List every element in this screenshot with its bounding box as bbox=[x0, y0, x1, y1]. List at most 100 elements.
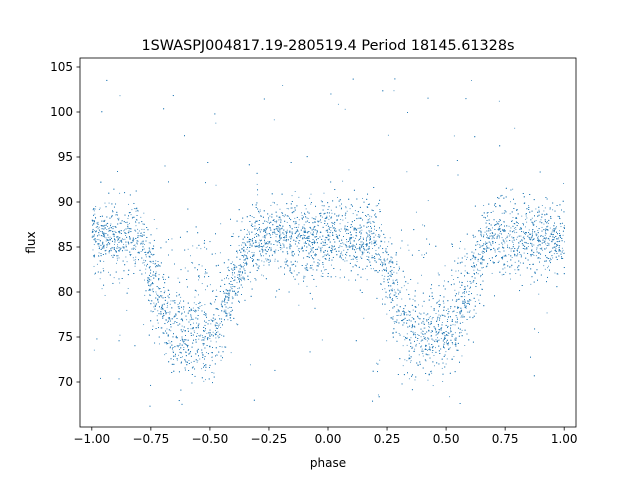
scatter-point bbox=[345, 217, 347, 219]
scatter-point bbox=[109, 227, 111, 229]
scatter-point bbox=[108, 202, 110, 204]
scatter-point bbox=[393, 271, 395, 273]
scatter-point bbox=[96, 263, 98, 265]
scatter-point bbox=[220, 359, 222, 361]
scatter-point bbox=[311, 264, 313, 266]
scatter-point bbox=[215, 122, 217, 124]
scatter-point bbox=[302, 234, 304, 236]
scatter-point bbox=[202, 335, 203, 337]
scatter-point bbox=[117, 218, 119, 220]
scatter-point bbox=[132, 216, 134, 218]
scatter-point bbox=[443, 280, 445, 282]
scatter-point bbox=[357, 227, 359, 229]
scatter-point bbox=[108, 239, 110, 241]
scatter-point bbox=[454, 332, 456, 334]
scatter-point bbox=[335, 276, 337, 278]
scatter-point bbox=[519, 274, 521, 276]
scatter-point bbox=[380, 241, 382, 243]
scatter-point bbox=[446, 310, 447, 311]
scatter-point bbox=[536, 249, 538, 251]
scatter-point bbox=[232, 274, 234, 276]
scatter-point bbox=[251, 223, 253, 225]
scatter-point bbox=[408, 354, 410, 356]
scatter-point bbox=[248, 239, 250, 241]
scatter-point bbox=[483, 235, 484, 237]
scatter-point bbox=[545, 232, 546, 234]
scatter-point bbox=[260, 229, 262, 231]
scatter-point bbox=[103, 234, 105, 236]
scatter-point bbox=[176, 335, 177, 337]
scatter-point bbox=[291, 195, 293, 197]
scatter-point bbox=[545, 238, 547, 240]
scatter-point bbox=[92, 209, 94, 211]
scatter-point bbox=[129, 237, 131, 239]
scatter-point bbox=[368, 242, 370, 244]
scatter-point bbox=[421, 254, 423, 256]
scatter-point bbox=[265, 247, 267, 248]
scatter-point bbox=[121, 238, 123, 240]
scatter-point bbox=[129, 222, 130, 224]
scatter-point bbox=[531, 217, 533, 219]
scatter-point bbox=[404, 359, 406, 361]
scatter-point bbox=[538, 293, 540, 295]
scatter-point bbox=[511, 220, 513, 221]
scatter-point bbox=[547, 242, 549, 244]
scatter-point bbox=[558, 230, 560, 232]
scatter-point bbox=[371, 216, 373, 218]
scatter-point bbox=[501, 212, 503, 214]
scatter-point bbox=[527, 246, 529, 247]
scatter-point bbox=[226, 267, 228, 269]
scatter-point bbox=[485, 266, 487, 268]
scatter-point bbox=[282, 243, 284, 245]
scatter-point bbox=[422, 353, 424, 355]
scatter-point bbox=[238, 235, 240, 237]
scatter-point bbox=[113, 233, 115, 235]
scatter-point bbox=[431, 318, 433, 320]
scatter-point bbox=[269, 259, 271, 261]
scatter-point bbox=[236, 282, 238, 284]
scatter-point bbox=[559, 217, 560, 219]
scatter-point bbox=[309, 197, 311, 199]
scatter-point bbox=[266, 246, 268, 248]
scatter-point bbox=[387, 134, 389, 136]
scatter-point bbox=[315, 229, 317, 231]
scatter-point bbox=[98, 256, 100, 258]
scatter-point bbox=[443, 302, 445, 304]
scatter-point bbox=[533, 244, 535, 246]
scatter-point bbox=[169, 347, 171, 349]
scatter-point bbox=[112, 234, 114, 236]
scatter-point bbox=[548, 222, 550, 224]
scatter-point bbox=[523, 252, 525, 254]
scatter-point bbox=[381, 274, 383, 276]
scatter-point bbox=[241, 248, 242, 250]
scatter-point bbox=[132, 241, 133, 243]
scatter-point bbox=[367, 234, 369, 236]
scatter-point bbox=[555, 248, 557, 250]
scatter-point bbox=[237, 288, 239, 289]
scatter-point bbox=[292, 211, 294, 213]
scatter-point bbox=[345, 206, 347, 208]
scatter-point bbox=[198, 279, 200, 281]
scatter-point bbox=[317, 224, 319, 226]
scatter-point bbox=[135, 230, 137, 232]
scatter-point bbox=[121, 220, 123, 221]
scatter-point bbox=[317, 259, 319, 261]
scatter-point bbox=[345, 207, 347, 209]
scatter-point bbox=[93, 223, 95, 225]
scatter-point bbox=[498, 243, 500, 245]
scatter-point bbox=[359, 230, 361, 232]
scatter-point bbox=[127, 217, 129, 219]
scatter-point bbox=[368, 226, 369, 228]
scatter-point bbox=[451, 334, 453, 336]
scatter-point bbox=[498, 251, 500, 252]
scatter-point bbox=[136, 209, 138, 211]
scatter-point bbox=[390, 259, 392, 261]
scatter-point bbox=[462, 322, 464, 323]
scatter-point bbox=[391, 288, 393, 290]
scatter-point bbox=[241, 242, 243, 244]
scatter-point bbox=[441, 327, 443, 329]
scatter-point bbox=[308, 253, 310, 255]
scatter-point bbox=[185, 351, 186, 353]
scatter-point bbox=[117, 245, 119, 247]
